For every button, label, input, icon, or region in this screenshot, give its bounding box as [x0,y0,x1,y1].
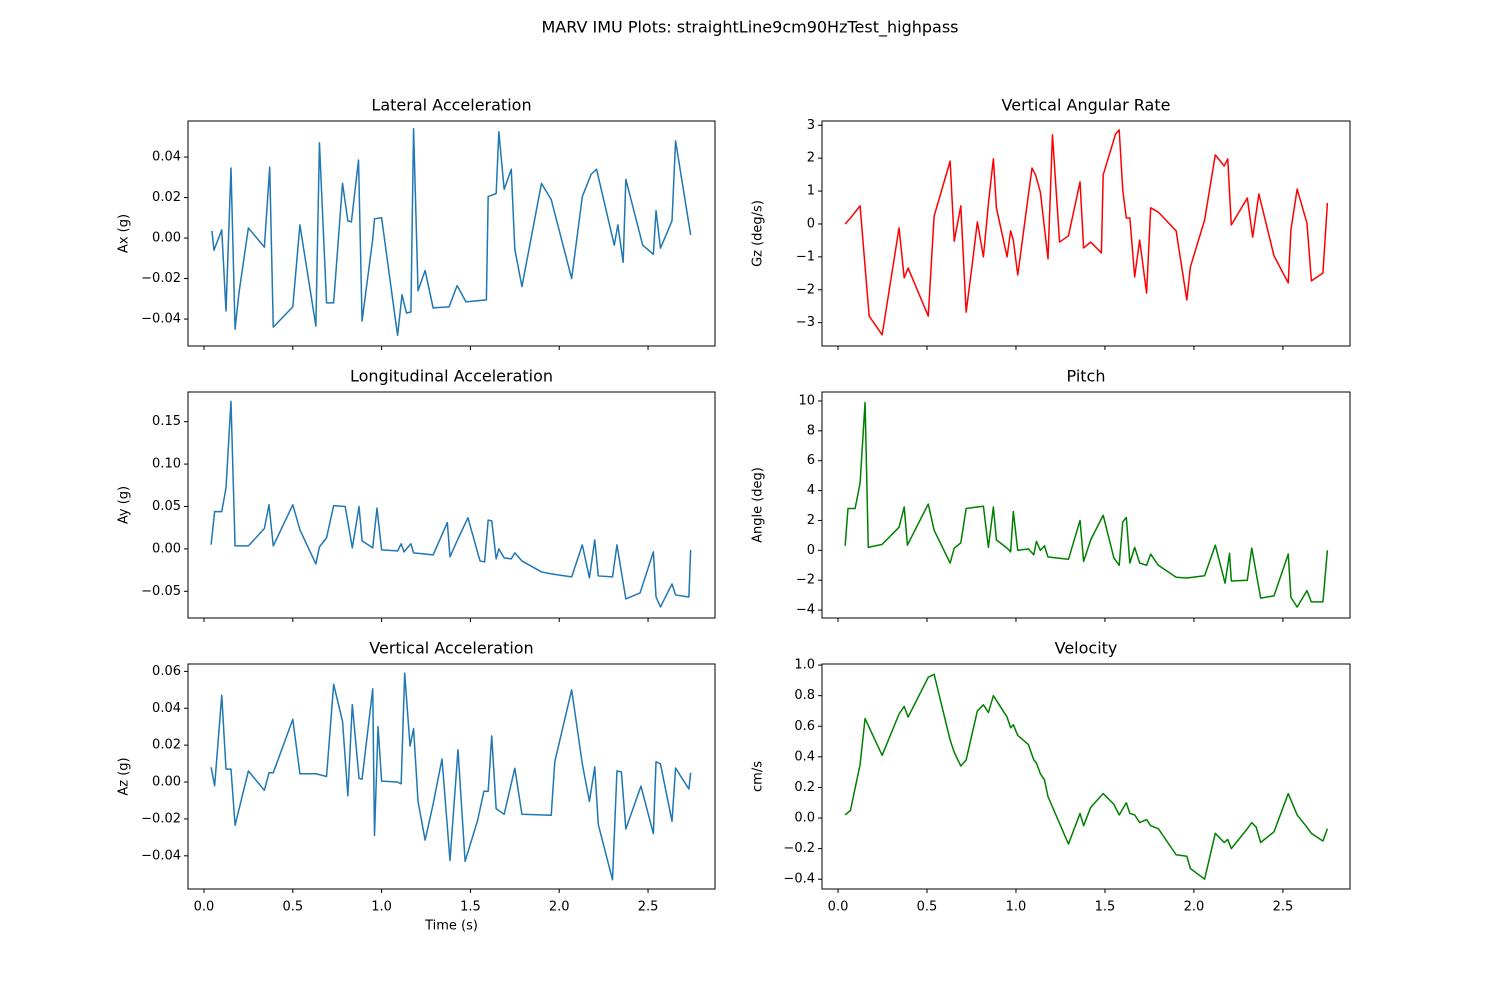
y-tick-label: 2 [807,151,815,166]
y-tick-label: −0.04 [141,312,181,327]
y-tick-label: −1 [796,249,815,264]
y-tick-label: 1 [807,184,815,199]
x-tick-label: 0.0 [194,900,215,915]
y-tick-label: −0.02 [141,811,181,826]
y-tick-label: 0 [807,216,815,231]
y-tick-label: −0.4 [783,872,815,887]
axes-frame [821,391,1351,619]
x-tick-label: 2.0 [1184,900,1205,915]
y-tick-label: 1.0 [794,658,815,673]
x-tick-label: 0.5 [917,900,938,915]
x-tick-label: 1.0 [1006,900,1027,915]
axes-frame [187,663,716,890]
axes-frame [821,120,1351,347]
data-line [210,400,692,608]
y-tick-label: 0.00 [152,541,181,556]
x-tick-label: 0.5 [282,900,303,915]
y-tick-label: 0.4 [794,749,815,764]
subplot-title: Longitudinal Acceleration [350,367,553,386]
y-tick-label: −3 [796,315,815,330]
y-tick-label: 2 [807,513,815,528]
subplot-title: Vertical Angular Rate [1002,96,1171,115]
y-tick-label: −0.02 [141,271,181,286]
y-tick-label: −4 [796,603,815,618]
y-tick-label: 8 [807,423,815,438]
y-tick-label: 0.02 [152,190,181,205]
data-line [211,127,692,337]
axes-frame [187,120,716,347]
data-line [844,673,1329,880]
y-tick-label: −0.2 [783,841,815,856]
y-tick-label: −0.04 [141,848,181,863]
data-line [844,401,1329,608]
y-tick-label: 3 [807,118,815,133]
y-tick-label: 0 [807,543,815,558]
x-tick-label: 2.0 [549,900,570,915]
y-tick-label: 0.06 [152,664,181,679]
x-tick-label: 1.5 [1095,900,1116,915]
y-tick-label: 6 [807,453,815,468]
y-tick-label: 0.02 [152,738,181,753]
data-line [844,129,1329,336]
x-tick-label: 2.5 [1273,900,1294,915]
y-axis-label: Az (g) [117,757,132,795]
y-axis-label: Ax (g) [117,214,132,253]
y-tick-label: 4 [807,483,815,498]
axes-frame [821,663,1351,890]
x-tick-label: 1.0 [371,900,392,915]
y-tick-label: 0.00 [152,231,181,246]
subplot-title: Vertical Acceleration [369,639,533,658]
y-tick-label: −0.05 [141,584,181,599]
y-axis-label: Ay (g) [117,486,132,524]
y-tick-label: 0.15 [152,414,181,429]
data-line [210,672,692,881]
y-tick-label: 0.10 [152,457,181,472]
y-tick-label: 0.6 [794,719,815,734]
y-tick-label: 10 [798,393,815,408]
y-tick-label: 0.0 [794,811,815,826]
y-tick-label: 0.8 [794,688,815,703]
y-tick-label: −2 [796,282,815,297]
figure-title: MARV IMU Plots: straightLine9cm90HzTest_… [541,18,958,38]
y-tick-label: 0.04 [152,701,181,716]
y-tick-label: −2 [796,573,815,588]
x-tick-label: 2.5 [638,900,659,915]
y-tick-label: 0.2 [794,780,815,795]
axes-frame [187,391,716,619]
y-axis-label: Angle (deg) [751,467,766,543]
x-tick-label: 1.5 [460,900,481,915]
subplot-title: Velocity [1055,639,1118,658]
x-tick-label: 0.0 [828,900,849,915]
subplot-title: Lateral Acceleration [371,96,531,115]
y-axis-label: cm/s [751,761,766,792]
y-tick-label: 0.00 [152,775,181,790]
y-tick-label: 0.05 [152,499,181,514]
subplot-title: Pitch [1067,367,1106,386]
x-axis-label: Time (s) [424,919,478,934]
y-tick-label: 0.04 [152,150,181,165]
y-axis-label: Gz (deg/s) [751,200,766,267]
